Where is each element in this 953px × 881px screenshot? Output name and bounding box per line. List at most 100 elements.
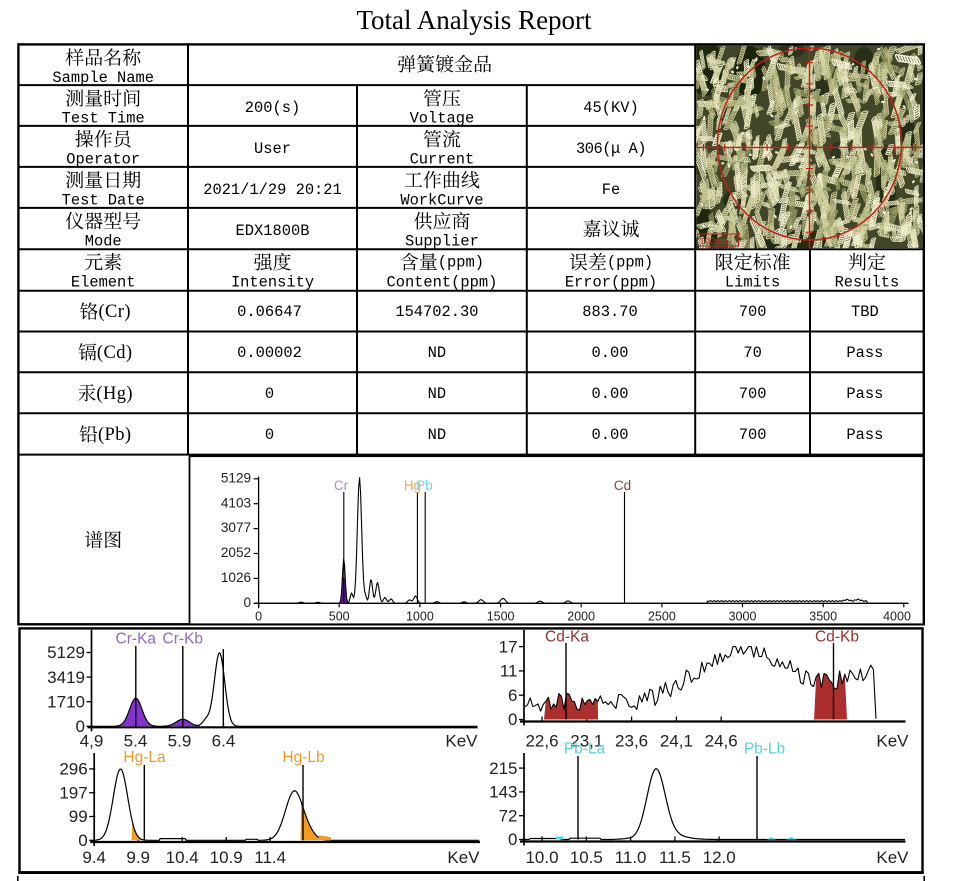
svg-text:143: 143 [489, 783, 517, 802]
svg-text:1000: 1000 [406, 610, 434, 624]
svg-text:0: 0 [244, 595, 252, 610]
svg-text:Current: Current [410, 150, 475, 168]
svg-text:5.4: 5.4 [124, 732, 148, 751]
svg-text:0: 0 [265, 385, 274, 403]
svg-text:User: User [254, 140, 291, 158]
svg-text:3500: 3500 [809, 610, 837, 624]
svg-text:KeV: KeV [445, 732, 478, 751]
svg-text:5.9: 5.9 [168, 732, 192, 751]
svg-text:TBD: TBD [851, 303, 879, 321]
svg-text:Mode: Mode [85, 232, 122, 250]
svg-text:883.70: 883.70 [582, 303, 637, 321]
svg-text:Results: Results [835, 274, 900, 292]
svg-text:(Pb): (Pb) [98, 425, 131, 445]
svg-text:197: 197 [59, 783, 87, 802]
svg-text:154702.30: 154702.30 [395, 303, 478, 321]
svg-text:5129: 5129 [221, 470, 251, 485]
svg-text:Content(ppm): Content(ppm) [386, 274, 497, 292]
svg-text:500: 500 [329, 610, 350, 624]
svg-text:Hg-La: Hg-La [123, 749, 166, 766]
svg-text:1026: 1026 [221, 570, 251, 585]
svg-text:2052: 2052 [221, 545, 251, 560]
svg-text:0: 0 [255, 610, 262, 624]
svg-text:Element: Element [71, 274, 136, 292]
svg-text:700: 700 [739, 303, 767, 321]
svg-text:Voltage: Voltage [410, 110, 475, 128]
svg-text:72: 72 [499, 806, 518, 825]
svg-text:306(μ A): 306(μ A) [576, 140, 646, 158]
svg-text:5129: 5129 [47, 643, 85, 662]
svg-text:296: 296 [59, 760, 87, 779]
svg-text:0: 0 [78, 831, 87, 850]
svg-text:Pb-La: Pb-La [564, 741, 606, 758]
svg-text:4000: 4000 [883, 610, 911, 624]
svg-text:10.9: 10.9 [210, 848, 243, 867]
svg-text:0.00002: 0.00002 [237, 344, 302, 362]
svg-text:Test Time: Test Time [62, 110, 145, 128]
svg-text:6: 6 [508, 686, 517, 705]
svg-text:Pass: Pass [846, 426, 883, 444]
svg-text:1500: 1500 [487, 610, 515, 624]
svg-text:Cr-Ka: Cr-Ka [116, 631, 157, 648]
svg-text:Cd-Ka: Cd-Ka [545, 629, 589, 646]
svg-text:215: 215 [489, 759, 517, 778]
svg-text:0.06647: 0.06647 [237, 303, 302, 321]
svg-text:Error(ppm): Error(ppm) [565, 274, 657, 292]
svg-text:Cr: Cr [334, 478, 349, 493]
svg-text:45(KV): 45(KV) [583, 99, 638, 117]
svg-text:4103: 4103 [221, 495, 251, 510]
svg-text:700: 700 [739, 385, 767, 403]
svg-text:17: 17 [499, 637, 518, 656]
svg-text:9.4: 9.4 [82, 848, 106, 867]
svg-text:11: 11 [500, 662, 518, 681]
svg-text:EDX1800B: EDX1800B [236, 222, 310, 240]
svg-text:0: 0 [508, 710, 517, 729]
svg-text:0: 0 [76, 717, 85, 736]
svg-text:11.0: 11.0 [615, 848, 647, 867]
svg-text:23,1: 23,1 [570, 732, 603, 751]
svg-text:Limits: Limits [725, 274, 780, 292]
svg-text:100um: 100um [700, 236, 728, 246]
svg-text:6.4: 6.4 [212, 732, 236, 751]
svg-text:Operator: Operator [66, 150, 140, 168]
svg-text:Total Analysis Report: Total Analysis Report [356, 5, 592, 35]
svg-text:Cr-Kb: Cr-Kb [163, 631, 203, 648]
svg-text:Cd: Cd [614, 478, 631, 493]
svg-text:70: 70 [743, 344, 761, 362]
svg-text:200(s): 200(s) [245, 99, 300, 117]
svg-text:KeV: KeV [876, 848, 909, 867]
svg-text:Cd-Kb: Cd-Kb [815, 629, 859, 646]
svg-text:ND: ND [428, 344, 446, 362]
svg-text:1710: 1710 [47, 692, 85, 711]
svg-text:2000: 2000 [567, 610, 595, 624]
svg-text:(Cr): (Cr) [99, 302, 131, 322]
svg-text:3077: 3077 [221, 520, 251, 535]
svg-text:0: 0 [508, 830, 517, 849]
svg-text:ND: ND [428, 385, 446, 403]
svg-text:KeV: KeV [447, 848, 480, 867]
svg-text:Supplier: Supplier [405, 232, 479, 250]
svg-text:Intensity: Intensity [231, 274, 314, 292]
svg-text:24,6: 24,6 [705, 732, 738, 751]
svg-text:9.9: 9.9 [126, 848, 150, 867]
svg-text:11.4: 11.4 [254, 848, 286, 867]
svg-text:Pb-Lb: Pb-Lb [744, 741, 785, 758]
svg-text:(Cd): (Cd) [97, 343, 133, 363]
svg-text:24,1: 24,1 [660, 732, 693, 751]
svg-text:Pass: Pass [846, 385, 883, 403]
svg-text:4,9: 4,9 [80, 732, 104, 751]
svg-text:0: 0 [265, 426, 274, 444]
svg-text:12.0: 12.0 [703, 848, 736, 867]
svg-text:(Hg): (Hg) [96, 384, 133, 404]
svg-text:Sample Name: Sample Name [52, 69, 154, 87]
svg-text:(ppm): (ppm) [438, 254, 484, 272]
svg-text:2021/1/29 20:21: 2021/1/29 20:21 [203, 181, 342, 199]
svg-text:10.5: 10.5 [570, 848, 603, 867]
svg-text:700: 700 [739, 426, 767, 444]
svg-text:11.5: 11.5 [659, 848, 691, 867]
svg-text:2500: 2500 [648, 610, 676, 624]
svg-text:3419: 3419 [47, 668, 85, 687]
svg-text:0.00: 0.00 [592, 426, 629, 444]
svg-text:Pass: Pass [846, 344, 883, 362]
svg-text:ND: ND [428, 426, 446, 444]
